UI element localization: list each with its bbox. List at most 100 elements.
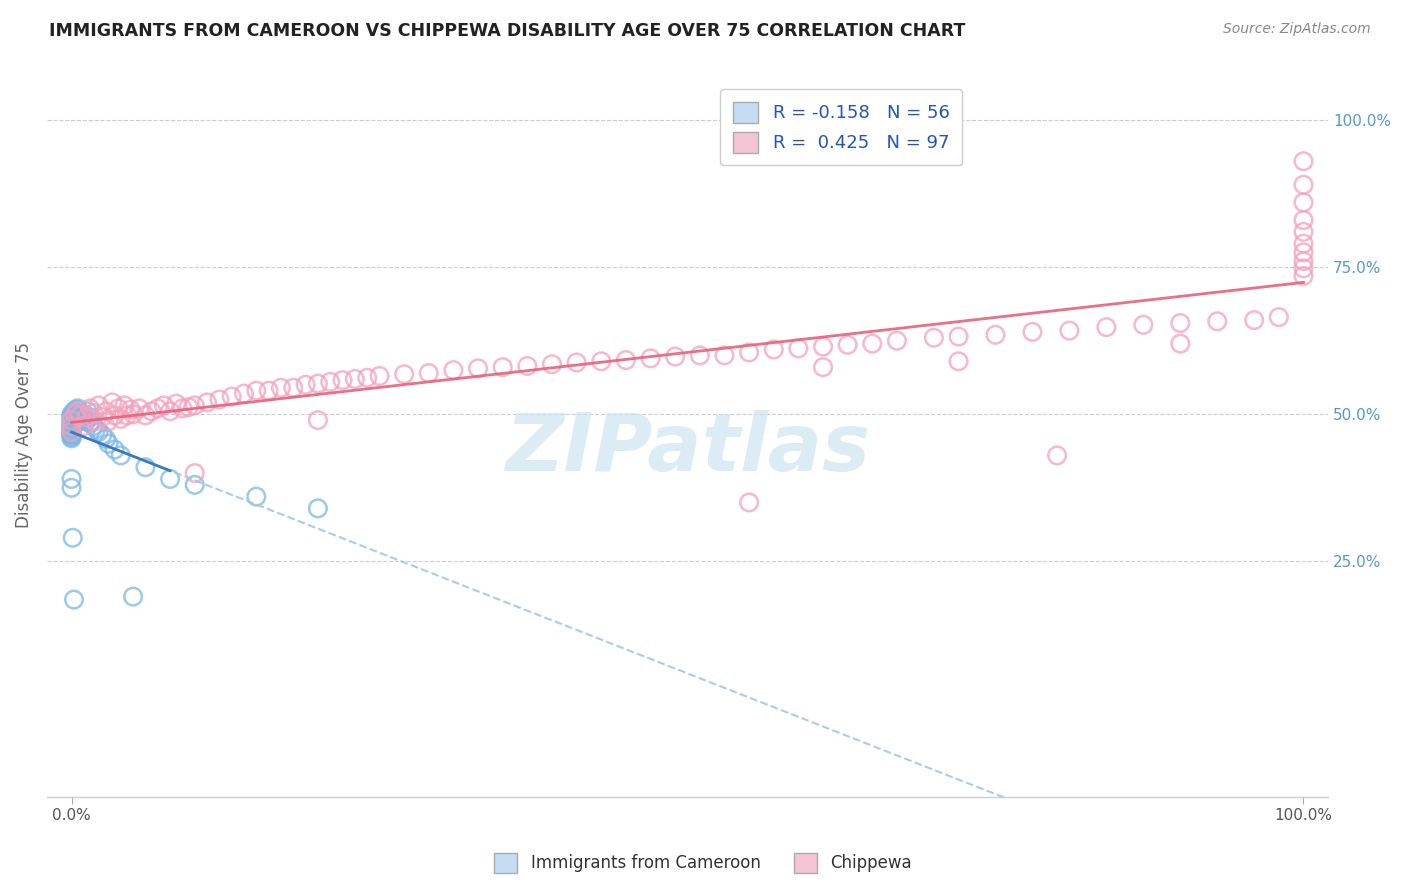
Point bbox=[738, 345, 761, 359]
Point bbox=[60, 407, 83, 421]
Point bbox=[713, 348, 735, 362]
Point bbox=[60, 424, 83, 438]
Point bbox=[60, 409, 83, 423]
Point bbox=[307, 413, 329, 427]
Point bbox=[221, 390, 243, 404]
Point bbox=[689, 348, 711, 362]
Point bbox=[1292, 261, 1315, 276]
Point bbox=[76, 404, 98, 418]
Point bbox=[1243, 313, 1265, 327]
Point bbox=[110, 412, 132, 426]
Point bbox=[70, 413, 93, 427]
Point bbox=[87, 398, 110, 412]
Point bbox=[66, 410, 89, 425]
Point bbox=[134, 409, 156, 423]
Point bbox=[245, 490, 267, 504]
Point bbox=[787, 342, 810, 356]
Point bbox=[60, 419, 83, 434]
Point bbox=[172, 401, 194, 416]
Point bbox=[356, 370, 378, 384]
Point bbox=[83, 406, 105, 420]
Point bbox=[591, 354, 613, 368]
Point bbox=[1206, 314, 1229, 328]
Point bbox=[270, 381, 292, 395]
Point bbox=[60, 425, 83, 440]
Point bbox=[1292, 154, 1315, 169]
Point bbox=[565, 355, 588, 369]
Point bbox=[1292, 236, 1315, 251]
Point bbox=[60, 423, 83, 437]
Point bbox=[1292, 254, 1315, 268]
Point bbox=[65, 409, 87, 423]
Point bbox=[165, 397, 187, 411]
Point bbox=[811, 340, 834, 354]
Point bbox=[63, 404, 86, 418]
Point bbox=[69, 409, 91, 423]
Point bbox=[60, 419, 83, 434]
Point bbox=[614, 353, 637, 368]
Point bbox=[153, 398, 176, 412]
Point bbox=[1292, 245, 1315, 260]
Point bbox=[319, 375, 342, 389]
Point bbox=[73, 419, 96, 434]
Point bbox=[1292, 178, 1315, 192]
Point bbox=[94, 432, 117, 446]
Point bbox=[948, 329, 970, 343]
Point bbox=[1292, 195, 1315, 210]
Point bbox=[443, 363, 465, 377]
Point bbox=[640, 351, 662, 366]
Point bbox=[1046, 449, 1069, 463]
Point bbox=[128, 401, 150, 416]
Point bbox=[208, 392, 231, 407]
Point bbox=[1095, 320, 1118, 334]
Point bbox=[343, 372, 366, 386]
Point bbox=[60, 472, 83, 486]
Point bbox=[75, 410, 97, 425]
Point bbox=[60, 413, 83, 427]
Point bbox=[1059, 324, 1081, 338]
Point bbox=[837, 338, 859, 352]
Point bbox=[69, 414, 91, 428]
Point bbox=[66, 404, 89, 418]
Point bbox=[91, 410, 114, 425]
Point bbox=[79, 416, 101, 430]
Point bbox=[886, 334, 908, 348]
Point bbox=[1021, 325, 1043, 339]
Point bbox=[60, 412, 83, 426]
Point bbox=[984, 327, 1007, 342]
Point bbox=[159, 472, 181, 486]
Point bbox=[122, 407, 145, 421]
Point bbox=[65, 406, 87, 420]
Point bbox=[60, 410, 83, 425]
Point bbox=[134, 460, 156, 475]
Point bbox=[104, 442, 127, 457]
Point bbox=[1268, 310, 1291, 325]
Point bbox=[73, 412, 96, 426]
Point bbox=[60, 425, 83, 439]
Point bbox=[94, 404, 117, 418]
Point bbox=[60, 414, 83, 428]
Point bbox=[122, 590, 145, 604]
Point bbox=[115, 409, 138, 423]
Point bbox=[245, 384, 267, 398]
Point bbox=[63, 407, 86, 421]
Point bbox=[65, 402, 87, 417]
Point bbox=[101, 395, 124, 409]
Point bbox=[114, 398, 136, 412]
Point bbox=[104, 409, 127, 423]
Point bbox=[257, 384, 280, 398]
Point bbox=[60, 421, 83, 435]
Point bbox=[60, 427, 83, 442]
Point bbox=[1168, 336, 1191, 351]
Point bbox=[368, 369, 391, 384]
Text: Source: ZipAtlas.com: Source: ZipAtlas.com bbox=[1223, 22, 1371, 37]
Point bbox=[738, 495, 761, 509]
Legend: R = -0.158   N = 56, R =  0.425   N = 97: R = -0.158 N = 56, R = 0.425 N = 97 bbox=[720, 89, 962, 165]
Point bbox=[183, 466, 205, 480]
Point bbox=[811, 360, 834, 375]
Point bbox=[177, 400, 200, 414]
Point bbox=[146, 401, 169, 416]
Legend: Immigrants from Cameroon, Chippewa: Immigrants from Cameroon, Chippewa bbox=[488, 847, 918, 880]
Point bbox=[541, 357, 564, 371]
Point bbox=[492, 360, 515, 375]
